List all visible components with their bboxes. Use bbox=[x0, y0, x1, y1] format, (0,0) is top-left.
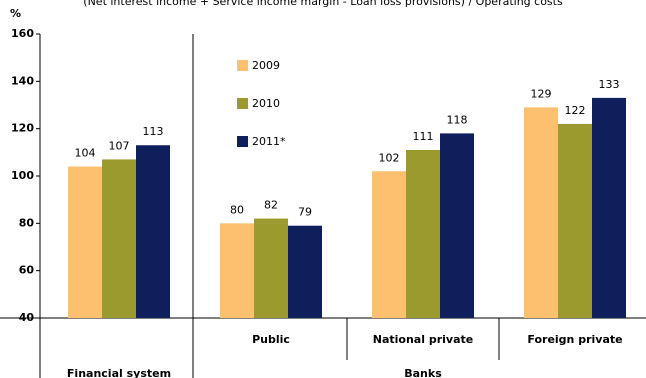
value-label: 111 bbox=[413, 130, 434, 143]
y-tick-label: 100 bbox=[11, 169, 34, 182]
y-tick-label: 140 bbox=[11, 74, 34, 87]
group-label: Banks bbox=[404, 367, 442, 378]
legend-label: 2009 bbox=[252, 59, 280, 72]
bar bbox=[440, 133, 474, 318]
y-tick-label: 120 bbox=[11, 122, 34, 135]
bar bbox=[372, 171, 406, 318]
value-label: 118 bbox=[447, 113, 468, 126]
value-label: 80 bbox=[230, 203, 244, 216]
bar bbox=[288, 225, 322, 318]
value-label: 82 bbox=[264, 199, 278, 212]
y-tick-label: 60 bbox=[19, 264, 35, 277]
x-tick-label: Foreign private bbox=[527, 333, 622, 346]
bar bbox=[558, 123, 592, 318]
y-tick-label: 40 bbox=[19, 311, 35, 324]
x-tick-label: Financial system bbox=[67, 367, 171, 378]
value-label: 104 bbox=[75, 147, 96, 160]
legend-label: 2011* bbox=[252, 135, 286, 148]
bar bbox=[524, 107, 558, 318]
value-label: 102 bbox=[379, 151, 400, 164]
value-label: 107 bbox=[109, 139, 130, 152]
legend-swatch bbox=[237, 60, 248, 71]
bar bbox=[592, 97, 626, 319]
value-label: 133 bbox=[599, 78, 620, 91]
value-label: 79 bbox=[298, 206, 312, 219]
legend-swatch bbox=[237, 98, 248, 109]
bar bbox=[406, 149, 440, 318]
y-axis-label: % bbox=[10, 7, 21, 20]
bar bbox=[220, 223, 254, 318]
x-tick-label: National private bbox=[373, 333, 473, 346]
value-label: 122 bbox=[565, 104, 586, 117]
value-label: 129 bbox=[531, 87, 552, 100]
bar bbox=[102, 159, 136, 318]
x-tick-label: Public bbox=[252, 333, 290, 346]
bar bbox=[68, 166, 102, 318]
y-tick-label: 160 bbox=[11, 27, 34, 40]
value-label: 113 bbox=[143, 125, 164, 138]
chart-title: (Net interest income + Service income ma… bbox=[83, 0, 563, 8]
legend-swatch bbox=[237, 136, 248, 147]
y-tick-label: 80 bbox=[19, 216, 35, 229]
legend-label: 2010 bbox=[252, 97, 280, 110]
bar bbox=[254, 218, 288, 318]
bar bbox=[136, 145, 170, 318]
